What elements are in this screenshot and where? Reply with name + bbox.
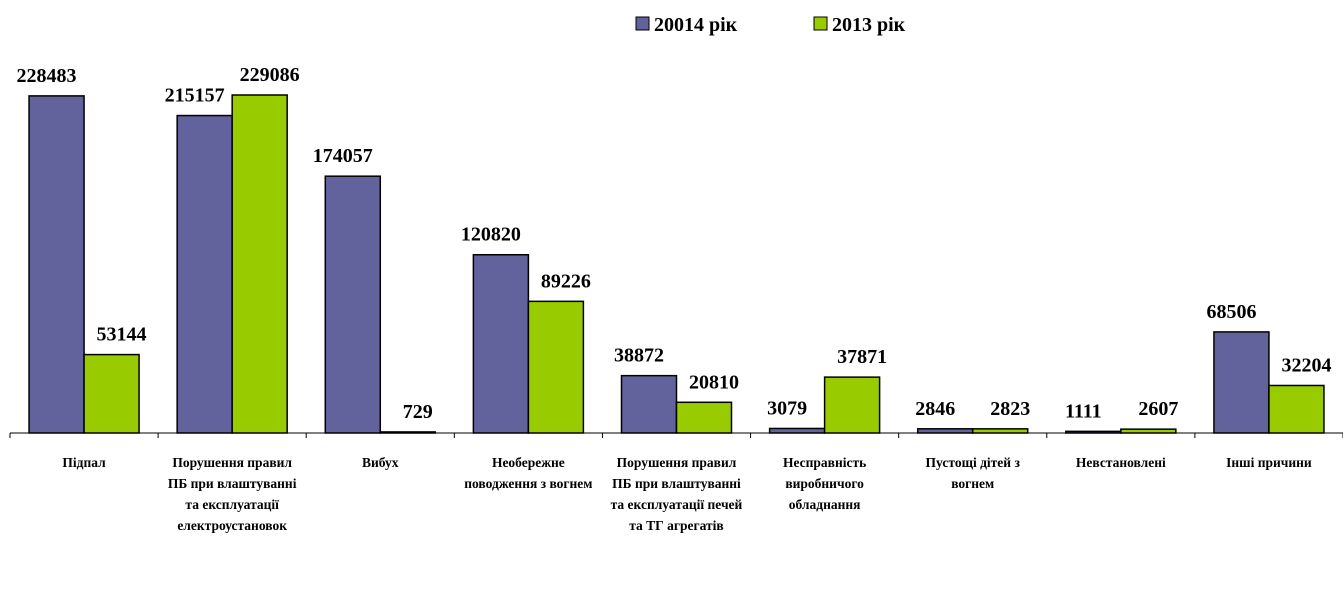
bar (620, 374, 678, 434)
bar (1213, 331, 1270, 434)
value-label: 38872 (614, 345, 664, 367)
bar (916, 428, 974, 434)
value-label: 1111 (1065, 400, 1102, 422)
x-tick-label: Порушення правил ПБ при влаштуванні та е… (167, 455, 297, 533)
value-label: 68506 (1206, 301, 1256, 323)
bar (28, 95, 85, 434)
bar (1065, 430, 1122, 434)
x-tick-label: Інші причини (1226, 455, 1312, 470)
bar (1120, 428, 1177, 434)
x-tick-label: Пустощі дітей з вогнем (925, 455, 1020, 491)
value-label: 89226 (541, 270, 591, 292)
x-tick-label: Несправність виробничого обладнання (782, 455, 867, 512)
value-label: 2823 (990, 398, 1030, 420)
value-label: 53144 (97, 324, 147, 346)
value-label: 3079 (767, 397, 807, 419)
legend-label: 2013 рік (832, 14, 906, 36)
x-tick-label: Невстановлені (1075, 455, 1166, 470)
bar (379, 431, 437, 434)
legend-swatch (813, 16, 828, 31)
x-tick-label: Вибух (362, 455, 399, 470)
value-label: 174057 (313, 145, 373, 167)
bar (472, 253, 530, 434)
value-label: 229086 (240, 64, 300, 86)
value-label: 2607 (1138, 398, 1178, 420)
bar (768, 427, 826, 434)
value-label: 37871 (837, 346, 887, 368)
bar (527, 300, 585, 434)
value-label: 215157 (165, 85, 225, 107)
bar (1268, 384, 1325, 434)
value-label: 2846 (915, 398, 955, 420)
bar (675, 401, 733, 434)
x-tick-label: Порушення правил ПБ при влаштуванні та е… (610, 455, 743, 533)
value-label: 32204 (1281, 354, 1331, 376)
value-label: 20810 (689, 371, 739, 393)
value-label: 120820 (461, 224, 521, 246)
bar (176, 114, 233, 434)
x-tick-label: Підпал (62, 455, 106, 470)
bar (231, 94, 288, 434)
bar (83, 353, 140, 434)
legend-swatch (635, 16, 650, 31)
bar (823, 376, 881, 434)
x-tick-label: Необережне поводження з вогнем (464, 455, 593, 491)
bar (971, 428, 1029, 434)
bar (324, 175, 382, 434)
value-label: 729 (403, 401, 433, 423)
legend-label: 20014 рік (654, 14, 738, 36)
value-label: 228483 (17, 65, 77, 87)
